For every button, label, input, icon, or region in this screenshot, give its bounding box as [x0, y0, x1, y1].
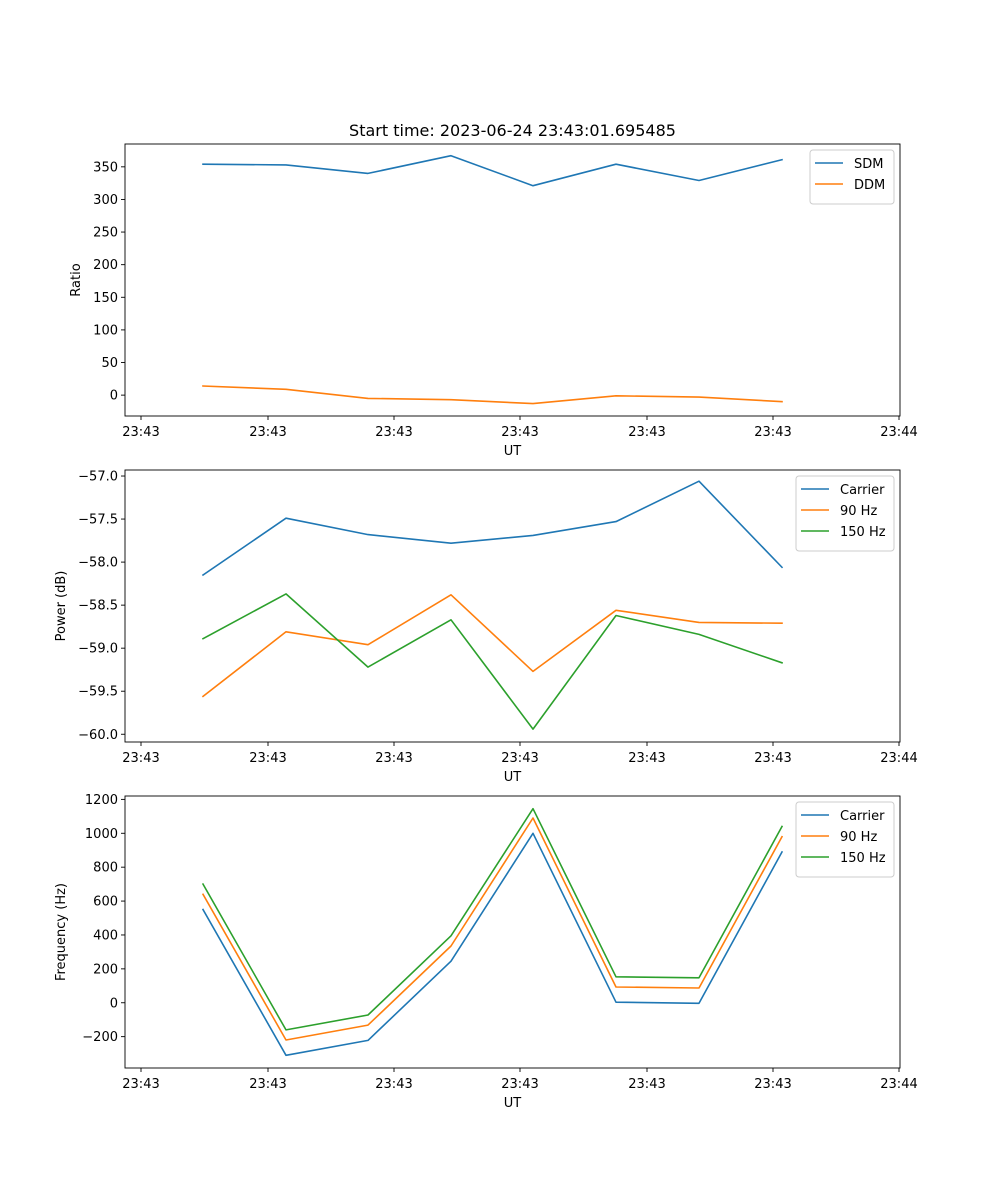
x-axis-label: UT [504, 770, 522, 785]
panels: 0 50 100 150 200 250 300 350 23:43 23:43 23:43 23:4… [54, 143, 918, 1111]
y-tick-label: 300 [93, 193, 118, 208]
legend-label: 150 Hz [840, 851, 886, 866]
figure-title: Start time: 2023-06-24 23:43:01.695485 [349, 121, 676, 140]
x-tick-label: 23:43 [501, 751, 538, 766]
legend-label: Carrier [840, 809, 885, 824]
subplot-2: −60.0 −59.5 −59.0 −58.5 −58.0 −57.5 −57.0 23:43… [54, 470, 918, 785]
y-tick-label: 0 [110, 389, 118, 404]
x-tick-label: 23:43 [754, 425, 791, 440]
y-tick-label: −58.0 [78, 556, 118, 571]
x-tick-label: 23:43 [501, 425, 538, 440]
x-tick-label: 23:43 [628, 1077, 665, 1092]
plot-area [124, 143, 901, 417]
x-tick-label: 23:43 [375, 425, 412, 440]
series-line-150-hz [201, 593, 784, 730]
x-tick-label: 23:43 [249, 751, 286, 766]
y-tick-label: 0 [110, 996, 118, 1011]
y-tick-label: 800 [93, 861, 118, 876]
x-tick-label: 23:43 [628, 425, 665, 440]
y-tick-label: −58.5 [78, 599, 118, 614]
series-line-carrier [201, 832, 784, 1057]
x-tick-label: 23:43 [122, 425, 159, 440]
y-tick-label: 50 [101, 356, 118, 371]
subplot-1: 0 50 100 150 200 250 300 350 23:43 23:43 23:43 23:4… [69, 143, 918, 459]
y-tick-label: −59.5 [78, 685, 118, 700]
y-tick-label: 1200 [85, 793, 118, 808]
legend-label: DDM [854, 178, 885, 193]
series-line-carrier [201, 480, 784, 577]
series-line-ddm [202, 385, 783, 405]
x-tick-label: 23:44 [880, 751, 917, 766]
legend-box [795, 801, 895, 878]
y-tick-label: −200 [82, 1030, 118, 1045]
legend-label: Carrier [840, 483, 885, 498]
legend: SDM DDM [809, 149, 895, 205]
y-tick-label: 250 [93, 226, 118, 241]
y-tick-label: 400 [93, 928, 118, 943]
subplot-3: −200 0 200 400 600 800 1000 1200 23:43 23:43 23:43… [54, 793, 918, 1111]
legend-label: SDM [854, 157, 883, 172]
y-axis-label: Power (dB) [54, 571, 69, 642]
x-tick-label: 23:43 [754, 1077, 791, 1092]
y-tick-label: 600 [93, 895, 118, 910]
y-tick-label: 150 [93, 291, 118, 306]
y-tick-label: 350 [93, 160, 118, 175]
legend-label: 150 Hz [840, 525, 886, 540]
x-tick-label: 23:44 [880, 425, 917, 440]
legend: Carrier 90 Hz 150 Hz [795, 801, 895, 878]
series-line-90-hz [201, 817, 784, 1041]
x-tick-label: 23:43 [375, 1077, 412, 1092]
y-tick-label: 100 [93, 323, 118, 338]
x-axis-label: UT [504, 444, 522, 459]
x-tick-label: 23:43 [501, 1077, 538, 1092]
y-tick-label: −57.5 [78, 513, 118, 528]
legend-box [795, 475, 895, 552]
x-tick-label: 23:44 [880, 1077, 917, 1092]
x-tick-label: 23:43 [122, 751, 159, 766]
series-line-150-hz [201, 807, 784, 1031]
y-tick-label: −60.0 [78, 728, 118, 743]
series-line-90-hz [201, 593, 783, 698]
legend: Carrier 90 Hz 150 Hz [795, 475, 895, 552]
y-axis-label: Ratio [69, 263, 84, 296]
x-tick-label: 23:43 [628, 751, 665, 766]
y-tick-label: 1000 [85, 827, 118, 842]
x-tick-label: 23:43 [375, 751, 412, 766]
plot-area [124, 795, 901, 1069]
y-tick-label: −59.0 [78, 642, 118, 657]
y-tick-label: −57.0 [78, 470, 118, 485]
plot-area [124, 469, 901, 743]
x-axis-label: UT [504, 1096, 522, 1111]
x-tick-label: 23:43 [249, 425, 286, 440]
legend-label: 90 Hz [840, 830, 877, 845]
y-tick-label: 200 [93, 258, 118, 273]
legend-label: 90 Hz [840, 504, 877, 519]
x-tick-label: 23:43 [249, 1077, 286, 1092]
y-axis-label: Frequency (Hz) [54, 883, 69, 981]
series-line-sdm [202, 154, 783, 187]
x-tick-label: 23:43 [122, 1077, 159, 1092]
y-tick-label: 200 [93, 962, 118, 977]
x-tick-label: 23:43 [754, 751, 791, 766]
